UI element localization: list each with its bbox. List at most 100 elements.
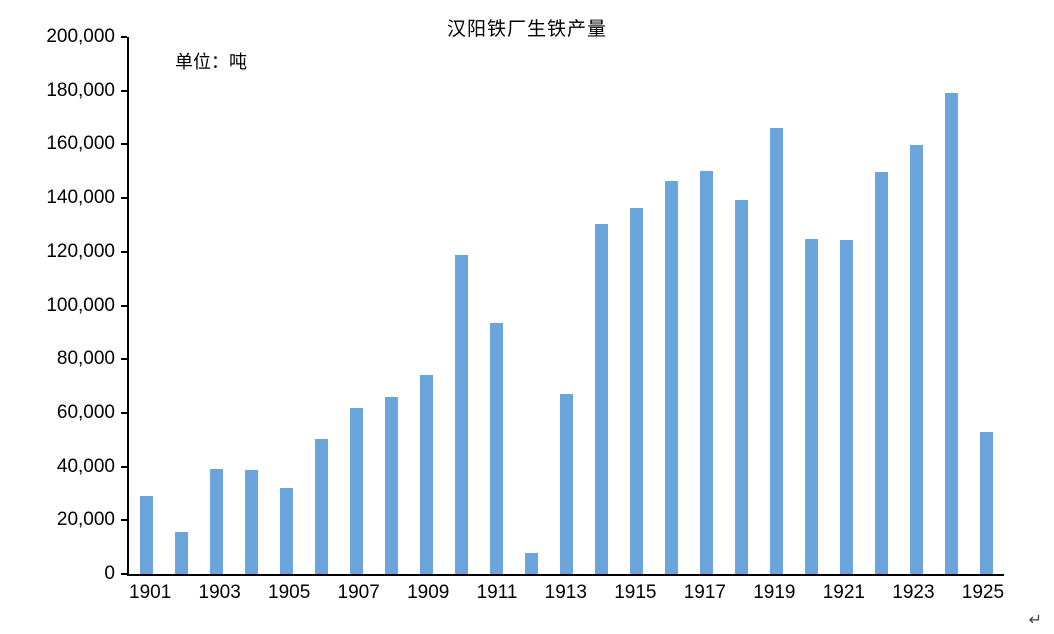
plot-area: 0 20,000 40,000 60,000 80,000 100,000 120,000 1…	[46, 26, 1004, 603]
unit-note: 单位：吨	[175, 52, 247, 72]
x-tick-label: 1925	[961, 582, 1005, 603]
bar-slot	[829, 37, 864, 574]
bar-slot	[759, 37, 794, 574]
y-tick-mark	[121, 573, 127, 575]
bar-1910	[455, 254, 468, 574]
x-tick-label: 1919	[753, 582, 796, 603]
bar-1906	[315, 438, 328, 574]
x-tick-label: 1917	[683, 582, 726, 603]
bar-1912	[525, 553, 538, 574]
bar-slot	[514, 37, 549, 574]
bar-slot	[199, 37, 234, 574]
bar-1924	[945, 93, 958, 574]
bar-1904	[245, 470, 258, 574]
y-tick-mark	[121, 197, 127, 200]
bar-slot	[409, 37, 444, 574]
y-tick-mark	[121, 36, 127, 38]
bar-1925	[980, 431, 993, 574]
x-tick-label: 1911	[476, 582, 518, 603]
bar-slot	[619, 37, 654, 574]
x-tick-label: 1913	[544, 582, 587, 603]
y-tick-mark	[121, 143, 127, 146]
bar-1913	[560, 394, 573, 574]
bar-slot	[164, 37, 199, 574]
x-tick-label	[517, 582, 544, 604]
x-tick-label: 1909	[407, 582, 450, 603]
bar-slot	[934, 37, 969, 574]
bar-slot	[654, 37, 689, 574]
bar-slot	[549, 37, 584, 574]
bar-1915	[630, 208, 643, 574]
x-axis-labels: 1901 1903 1905 1907 1909 1911 1913 1915 1917 1919…	[129, 582, 1004, 604]
y-tick-mark	[121, 89, 127, 92]
x-tick-label	[310, 582, 337, 604]
bar-1923	[910, 144, 923, 574]
x-tick-label: 1901	[129, 582, 172, 603]
y-tick-mark	[121, 519, 127, 522]
y-tick-mark	[121, 250, 127, 253]
bar-1903	[210, 469, 223, 574]
y-tick-label: 100,000	[46, 294, 115, 316]
bar-slot	[234, 37, 269, 574]
bar-1916	[665, 180, 678, 574]
x-tick-label	[865, 582, 892, 604]
bar-slot	[969, 37, 1004, 574]
bar-1918	[735, 199, 748, 574]
x-tick-label: 1907	[337, 582, 380, 603]
x-tick-label: 1905	[268, 582, 311, 603]
x-tick-label	[587, 582, 614, 604]
x-tick-label	[449, 582, 476, 604]
bar-slot	[794, 37, 829, 574]
bar-slot	[269, 37, 304, 574]
bar-1908	[385, 396, 398, 574]
bar-1917	[700, 171, 713, 574]
bar-1922	[875, 172, 888, 574]
bar-slot	[724, 37, 759, 574]
bar-slot	[689, 37, 724, 574]
bar-slot	[584, 37, 619, 574]
y-tick-label: 60,000	[56, 401, 115, 423]
chart-title: 汉阳铁厂生铁产量	[446, 19, 607, 40]
bar-1911	[490, 322, 503, 574]
y-tick-label: 180,000	[46, 79, 115, 101]
y-tick-mark	[121, 465, 127, 468]
x-tick-label	[656, 582, 683, 604]
bar-slot	[339, 37, 374, 574]
y-tick-label: 200,000	[46, 26, 115, 47]
bar-1921	[840, 240, 853, 574]
x-tick-label: 1903	[198, 582, 241, 603]
y-tick-label: 140,000	[46, 187, 115, 209]
y-tick-label: 80,000	[56, 348, 115, 370]
y-tick-mark	[121, 304, 127, 307]
y-tick-label: 0	[104, 563, 115, 584]
y-tick-label: 40,000	[56, 455, 115, 477]
bar-1905	[280, 488, 293, 574]
bar-slot	[304, 37, 339, 574]
y-tick-label: 20,000	[56, 509, 115, 531]
x-tick-label: 1923	[892, 582, 935, 603]
bar-slot	[444, 37, 479, 574]
y-tick-label: 160,000	[46, 133, 115, 155]
y-tick-mark	[121, 358, 127, 361]
x-tick-label	[796, 582, 823, 604]
bar-1901	[140, 496, 153, 574]
bar-1902	[175, 532, 188, 574]
y-tick-label: 120,000	[46, 240, 115, 262]
bar-slot	[129, 37, 164, 574]
x-tick-label: 1915	[614, 582, 657, 603]
bar-slot	[864, 37, 899, 574]
x-tick-label	[171, 582, 198, 604]
bar-slot	[374, 37, 409, 574]
bar-1907	[350, 407, 363, 574]
bars-container	[129, 37, 1004, 574]
x-tick-label: 1921	[822, 582, 866, 603]
return-mark-icon: ↵	[1028, 612, 1042, 629]
bar-1920	[805, 238, 818, 574]
bar-1914	[595, 223, 608, 574]
bar-slot	[899, 37, 934, 574]
x-tick-label	[380, 582, 407, 604]
x-tick-label	[726, 582, 753, 604]
bar-1919	[770, 128, 783, 574]
x-tick-label	[241, 582, 268, 604]
